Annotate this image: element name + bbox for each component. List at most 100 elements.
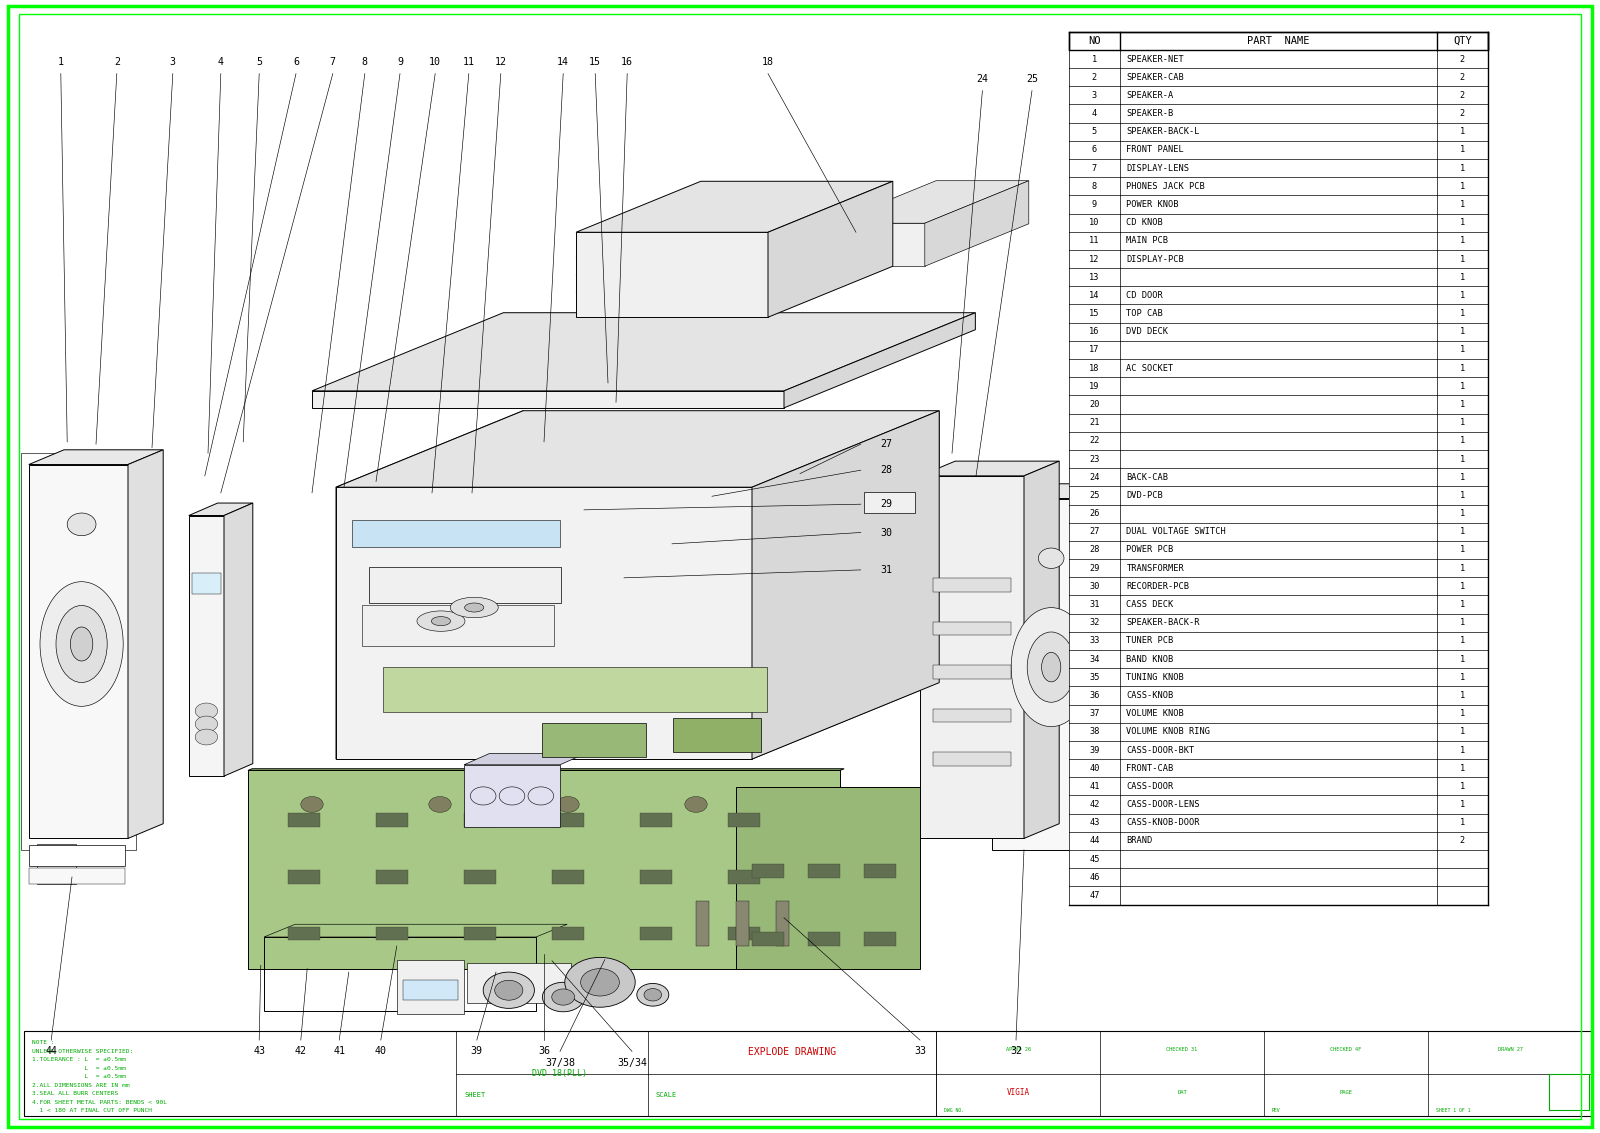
Bar	[1069, 868, 1488, 886]
Bar	[1069, 414, 1488, 432]
Text: 46: 46	[1090, 872, 1099, 881]
Ellipse shape	[1038, 548, 1064, 569]
Bar	[464, 927, 496, 940]
Text: 18: 18	[762, 58, 774, 67]
Bar	[1069, 250, 1488, 269]
Text: RECORDER-PCB: RECORDER-PCB	[1126, 582, 1189, 590]
Text: 1: 1	[1459, 600, 1466, 610]
Text: DVD 18(PLL): DVD 18(PLL)	[533, 1070, 587, 1077]
Bar	[1069, 213, 1488, 232]
Polygon shape	[29, 450, 163, 465]
Polygon shape	[672, 718, 762, 752]
Text: 1: 1	[1459, 545, 1466, 554]
Polygon shape	[464, 753, 586, 765]
Text: 6: 6	[293, 58, 299, 67]
Text: CASS-DOOR-LENS: CASS-DOOR-LENS	[1126, 800, 1200, 809]
Text: NO: NO	[1088, 36, 1101, 45]
Text: DVD-PCB: DVD-PCB	[1126, 491, 1163, 500]
Text: CD DOOR: CD DOOR	[1126, 291, 1163, 300]
Ellipse shape	[450, 597, 498, 617]
Text: 23: 23	[1090, 454, 1099, 463]
Text: 40: 40	[374, 1047, 387, 1056]
Circle shape	[552, 989, 574, 1005]
Bar	[552, 870, 584, 884]
Bar	[1069, 813, 1488, 832]
Bar	[397, 960, 464, 1014]
Text: DRAWN 27: DRAWN 27	[1498, 1047, 1523, 1053]
Text: 3.SEAL ALL BURR CENTERS: 3.SEAL ALL BURR CENTERS	[32, 1091, 118, 1096]
Bar	[1069, 50, 1488, 68]
Text: 21: 21	[1090, 418, 1099, 427]
Ellipse shape	[1042, 653, 1061, 682]
Polygon shape	[784, 313, 976, 408]
Polygon shape	[336, 682, 939, 759]
Text: 4: 4	[1091, 109, 1098, 118]
Text: 11: 11	[1090, 237, 1099, 246]
Text: 1: 1	[1459, 691, 1466, 700]
Text: 10: 10	[1090, 219, 1099, 227]
Text: 1: 1	[1459, 219, 1466, 227]
Bar	[288, 927, 320, 940]
Text: 1: 1	[1459, 436, 1466, 445]
Text: 2: 2	[1459, 109, 1466, 118]
Text: CASS-KNOB-DOOR: CASS-KNOB-DOOR	[1126, 818, 1200, 827]
Text: 1: 1	[1459, 564, 1466, 572]
Text: CHECKED 31: CHECKED 31	[1166, 1047, 1198, 1053]
Ellipse shape	[56, 605, 107, 682]
Text: VIGIA: VIGIA	[1006, 1088, 1029, 1097]
Bar	[752, 864, 784, 878]
Text: AC SOCKET: AC SOCKET	[1126, 364, 1174, 373]
Text: BACK-CAB: BACK-CAB	[1126, 472, 1168, 482]
Text: TUNER PCB: TUNER PCB	[1126, 637, 1174, 646]
Text: 2: 2	[114, 58, 120, 67]
Text: 1: 1	[1459, 237, 1466, 246]
Text: 2: 2	[1091, 73, 1098, 82]
Bar	[1069, 140, 1488, 159]
Bar	[736, 901, 749, 946]
Text: 36: 36	[1090, 691, 1099, 700]
Text: APPVD 26: APPVD 26	[1005, 1047, 1030, 1053]
Text: 8: 8	[362, 58, 368, 67]
Text: FRONT-CAB: FRONT-CAB	[1126, 764, 1174, 773]
Bar	[552, 927, 584, 940]
Text: POWER KNOB: POWER KNOB	[1126, 201, 1179, 208]
Bar	[467, 963, 571, 1003]
Text: CASS-KNOB: CASS-KNOB	[1126, 691, 1174, 700]
Text: CASS-DOOR-BKT: CASS-DOOR-BKT	[1126, 746, 1195, 755]
Bar	[1069, 832, 1488, 850]
Text: 36: 36	[538, 1047, 550, 1056]
Bar	[1069, 632, 1488, 650]
Text: 42: 42	[294, 1047, 307, 1056]
Polygon shape	[464, 765, 560, 827]
Bar	[403, 980, 458, 1000]
Text: 43: 43	[1090, 818, 1099, 827]
Text: 4: 4	[218, 58, 224, 67]
Polygon shape	[384, 667, 768, 713]
Bar	[728, 813, 760, 827]
Ellipse shape	[1027, 632, 1075, 702]
Text: 44: 44	[45, 1047, 58, 1056]
Circle shape	[637, 983, 669, 1006]
Polygon shape	[1024, 461, 1059, 838]
Text: EXPLODE DRAWING: EXPLODE DRAWING	[747, 1047, 837, 1057]
Text: 33: 33	[914, 1047, 926, 1056]
Text: PAGE: PAGE	[1339, 1090, 1352, 1094]
Polygon shape	[920, 461, 1059, 476]
Text: 1: 1	[1459, 418, 1466, 427]
Circle shape	[483, 972, 534, 1008]
Polygon shape	[29, 465, 128, 838]
Bar	[752, 932, 784, 946]
Text: 25: 25	[1090, 491, 1099, 500]
Text: 1: 1	[1459, 727, 1466, 736]
Text: 1: 1	[1459, 327, 1466, 337]
Text: SCALE: SCALE	[656, 1092, 677, 1098]
Bar	[24, 1031, 1592, 1116]
Circle shape	[494, 980, 523, 1000]
Text: 14: 14	[1090, 291, 1099, 300]
Bar	[1549, 1074, 1589, 1110]
Text: 43: 43	[253, 1047, 266, 1056]
Text: 42: 42	[1090, 800, 1099, 809]
Text: 24: 24	[976, 75, 989, 84]
Bar	[1069, 596, 1488, 614]
Text: 5: 5	[1091, 127, 1098, 136]
